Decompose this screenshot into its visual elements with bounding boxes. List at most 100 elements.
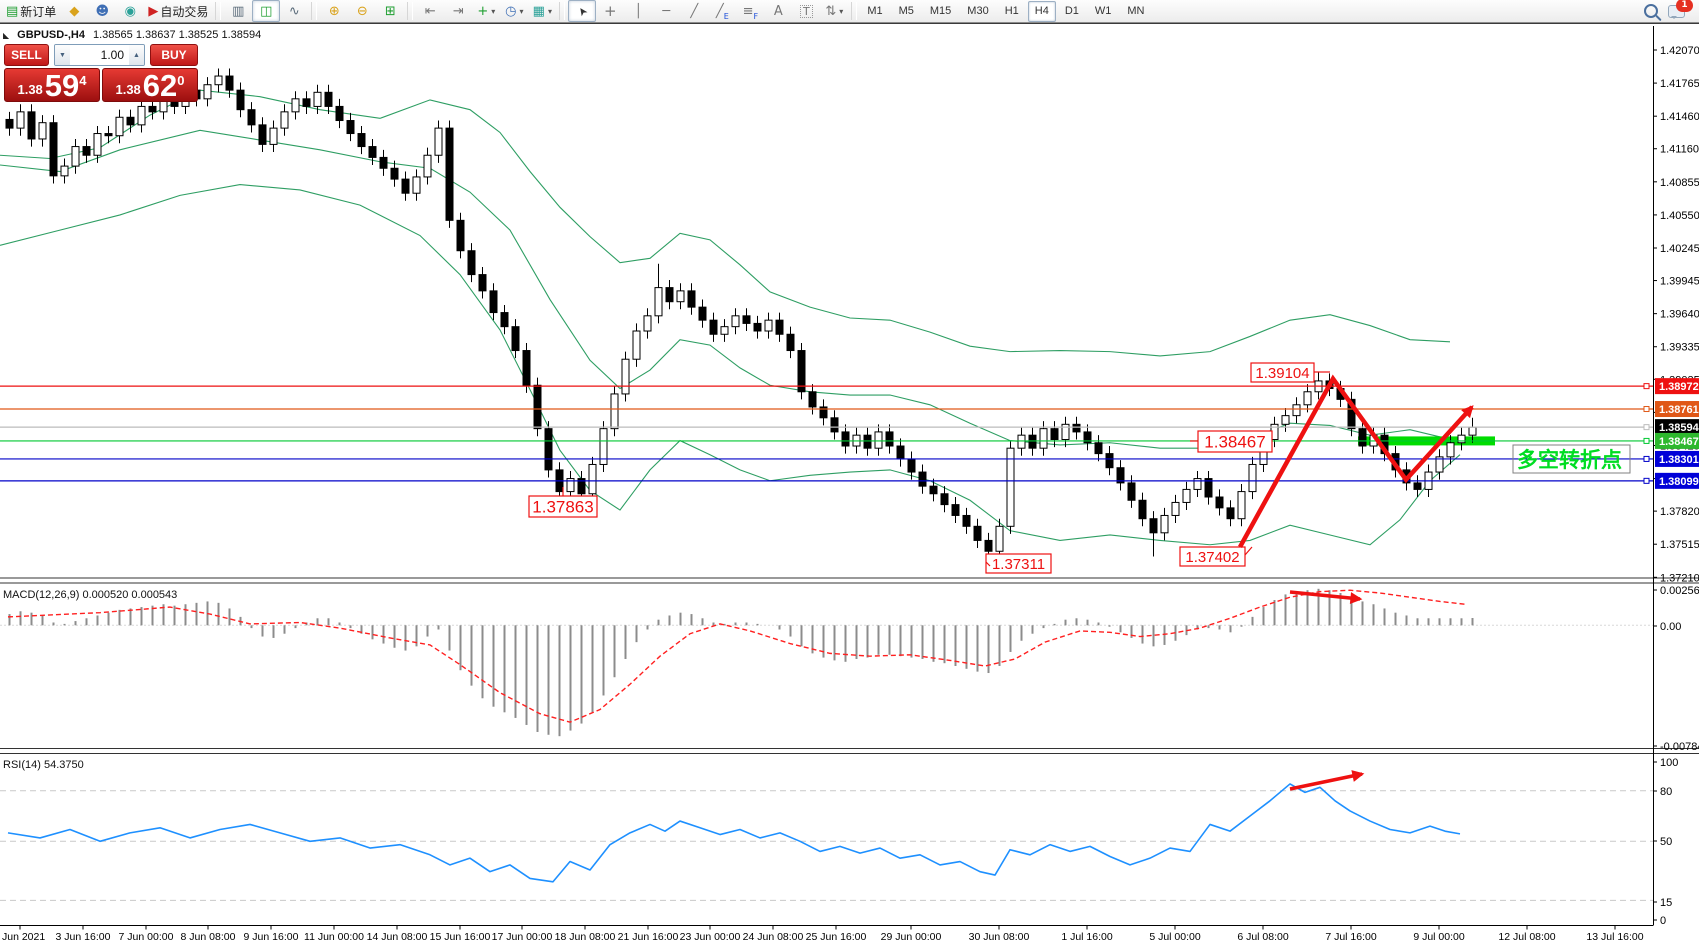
svg-text:1.39104: 1.39104 bbox=[1255, 365, 1309, 382]
arrows-tool-button[interactable]: ⇅ ▾ bbox=[820, 0, 848, 22]
dropdown-arrow-icon: ▾ bbox=[547, 6, 552, 16]
candles bbox=[5, 68, 1477, 567]
bar-chart-button[interactable]: ▥ bbox=[224, 0, 252, 22]
text-icon: A bbox=[773, 3, 783, 19]
volume-decrease-button[interactable]: ▼ bbox=[55, 45, 70, 65]
svg-text:1.37863: 1.37863 bbox=[532, 498, 593, 517]
timeframe-d1-button[interactable]: D1 bbox=[1064, 5, 1079, 17]
sell-button[interactable]: SELL bbox=[4, 44, 49, 66]
vertical-line-tool-button[interactable]: │ bbox=[624, 0, 652, 22]
buy-price-sup: 0 bbox=[177, 73, 185, 88]
chart-shift-button[interactable]: ⇥ bbox=[444, 0, 472, 22]
tile-windows-icon: ⊞ bbox=[384, 3, 396, 19]
zoom-out-button[interactable]: ⊖ bbox=[348, 0, 376, 22]
time-axis[interactable]: Jun 2021 3 Jun 16:00 7 Jun 00:00 8 Jun 08:0… bbox=[2, 925, 1644, 944]
deposit-button[interactable]: ◆ bbox=[60, 0, 88, 22]
svg-text:1.41460: 1.41460 bbox=[1660, 111, 1699, 123]
note-label[interactable]: 多空转折点 bbox=[1512, 444, 1631, 474]
cursor-tool-button[interactable]: ➤ bbox=[568, 0, 597, 22]
sell-price-display[interactable]: 1.38 59 4 bbox=[4, 68, 100, 102]
horizontal-line-icon: ─ bbox=[662, 3, 671, 19]
time-axis-label: 1 Jul 16:00 bbox=[1061, 931, 1113, 943]
line-handle[interactable] bbox=[1643, 477, 1650, 484]
text-tool-button[interactable]: A bbox=[764, 0, 792, 22]
line-handle[interactable] bbox=[1643, 383, 1650, 390]
svg-text:-0.007847: -0.007847 bbox=[1660, 741, 1699, 753]
vertical-line-icon: │ bbox=[634, 3, 643, 19]
toolbar-separator bbox=[559, 2, 566, 20]
signal-button[interactable]: ◉ bbox=[116, 0, 144, 22]
timeframe-h1-button[interactable]: H1 bbox=[1004, 5, 1019, 17]
price-tag: 1.38301 bbox=[1655, 450, 1699, 467]
time-axis-label: 30 Jun 08:00 bbox=[969, 931, 1030, 943]
buy-price-display[interactable]: 1.38 62 0 bbox=[102, 68, 198, 102]
timeframe-h4-button[interactable]: H4 bbox=[1027, 0, 1056, 22]
svg-text:15: 15 bbox=[1660, 897, 1672, 909]
price-callout[interactable]: 1.39104 bbox=[1250, 362, 1330, 383]
time-axis-label: 7 Jun 00:00 bbox=[119, 931, 174, 943]
price-callout[interactable]: 1.37311 bbox=[985, 553, 1052, 574]
trendline-icon: ╱ bbox=[690, 3, 699, 19]
rsi-arrow-annotation[interactable] bbox=[1289, 770, 1365, 791]
new-order-button[interactable]: ▤ 新订单 bbox=[2, 0, 60, 22]
symbol-title: GBPUSD-,H4 bbox=[17, 29, 85, 41]
timeframe-m5-button[interactable]: M5 bbox=[898, 5, 914, 17]
toolbar-separator bbox=[407, 2, 414, 20]
trendline-tool-button[interactable]: ╱ bbox=[680, 0, 708, 22]
svg-text:1.40550: 1.40550 bbox=[1660, 210, 1699, 222]
timeframe-m15-button[interactable]: M15 bbox=[929, 5, 952, 17]
price-callout[interactable]: 1.38467 bbox=[1190, 430, 1273, 453]
time-axis-label: 9 Jun 16:00 bbox=[244, 931, 299, 943]
auto-scroll-button[interactable]: ⇤ bbox=[416, 0, 444, 22]
candlestick-chart-button[interactable]: ◫ bbox=[252, 0, 281, 22]
svg-text:1.39640: 1.39640 bbox=[1660, 309, 1699, 321]
line-handle[interactable] bbox=[1643, 437, 1650, 444]
notifications-button[interactable]: 1 bbox=[1668, 0, 1693, 19]
add-indicator-button[interactable]: + ▾ bbox=[472, 0, 500, 22]
tile-windows-button[interactable]: ⊞ bbox=[376, 0, 404, 22]
auto-trading-button[interactable]: ▶ 自动交易 bbox=[144, 0, 212, 22]
period-button[interactable]: ◷ ▾ bbox=[500, 0, 528, 22]
volume-input[interactable] bbox=[70, 45, 129, 65]
profile-button[interactable]: ☻ bbox=[88, 0, 116, 22]
timeframe-m30-button[interactable]: M30 bbox=[967, 5, 989, 17]
price-callout[interactable]: 1.37402 bbox=[1179, 546, 1253, 567]
timeframe-mn-button[interactable]: MN bbox=[1127, 5, 1145, 17]
time-axis-label: 11 Jun 00:00 bbox=[304, 931, 364, 943]
time-axis-label: 9 Jul 00:00 bbox=[1413, 931, 1465, 943]
macd-arrow-annotation[interactable] bbox=[1289, 590, 1363, 605]
timeframe-w1-button[interactable]: W1 bbox=[1094, 5, 1112, 17]
svg-text:1.41160: 1.41160 bbox=[1660, 144, 1699, 156]
bar-chart-icon: ▥ bbox=[232, 3, 245, 19]
trend-arrow-annotation[interactable] bbox=[1238, 374, 1474, 549]
template-button[interactable]: ▦ ▾ bbox=[528, 0, 556, 22]
toolbar-separator bbox=[851, 2, 858, 20]
channel-tool-button[interactable]: ╱ E bbox=[708, 0, 736, 22]
svg-text:1.38099: 1.38099 bbox=[1659, 476, 1699, 488]
chart-window[interactable]: 1.39104 1.38467 1.37863 1.37311 1.37402 多空转折点… bbox=[0, 23, 1699, 945]
chart-canvas[interactable]: 1.39104 1.38467 1.37863 1.37311 1.37402 多空转折点… bbox=[0, 23, 1699, 945]
line-handle[interactable] bbox=[1643, 406, 1650, 413]
zoom-in-button[interactable]: ⊕ bbox=[320, 0, 348, 22]
crosshair-tool-button[interactable]: + bbox=[596, 0, 624, 22]
horizontal-line-tool-button[interactable]: ─ bbox=[652, 0, 680, 22]
time-axis-label: 12 Jul 08:00 bbox=[1498, 931, 1555, 943]
line-handle[interactable] bbox=[1643, 424, 1650, 431]
svg-text:1.38594: 1.38594 bbox=[1659, 422, 1699, 434]
time-axis-label: 23 Jun 00:00 bbox=[680, 931, 741, 943]
label-tool-button[interactable]: T bbox=[792, 0, 820, 22]
chart-shift-icon: ⇥ bbox=[452, 3, 464, 19]
line-chart-button[interactable]: ∿ bbox=[280, 0, 308, 22]
buy-button[interactable]: BUY bbox=[150, 44, 198, 66]
timeframe-m1-button[interactable]: M1 bbox=[867, 5, 883, 17]
fibonacci-tool-button[interactable]: ≡ F bbox=[736, 0, 764, 22]
fibonacci-sub-label: F bbox=[753, 12, 759, 21]
svg-text:1.38761: 1.38761 bbox=[1659, 404, 1699, 416]
svg-text:1.38467: 1.38467 bbox=[1659, 436, 1699, 448]
svg-text:0: 0 bbox=[1660, 915, 1666, 927]
line-handle[interactable] bbox=[1643, 455, 1650, 462]
price-callout[interactable]: 1.37863 bbox=[528, 487, 598, 518]
volume-increase-button[interactable]: ▲ bbox=[129, 45, 144, 65]
svg-text:50: 50 bbox=[1660, 836, 1672, 848]
search-icon[interactable] bbox=[1644, 4, 1658, 18]
